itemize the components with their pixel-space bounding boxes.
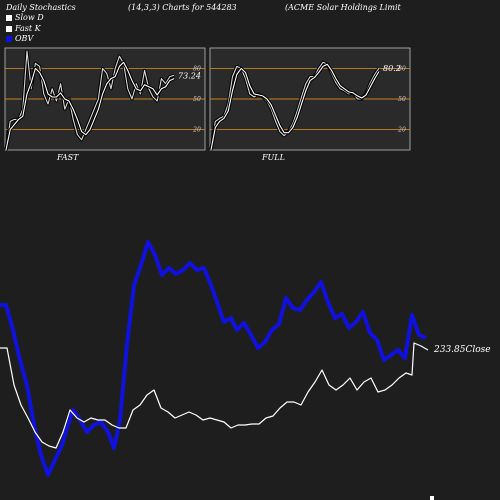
legend-swatch bbox=[6, 25, 12, 32]
y-tick-label: 50 bbox=[193, 96, 201, 103]
close-line bbox=[0, 342, 429, 449]
close-value-label: 233.85Close bbox=[433, 345, 491, 355]
legend-item-fast-k: Fast K bbox=[6, 24, 44, 35]
y-tick-label: 20 bbox=[397, 127, 406, 134]
y-tick-label: 80 bbox=[398, 65, 406, 72]
series-line-slow-d bbox=[5, 61, 175, 151]
legend-swatch bbox=[6, 36, 12, 43]
last-value-label: 80.2 bbox=[383, 64, 401, 73]
bottom-marker bbox=[430, 496, 434, 500]
last-value-label: 73.24 bbox=[178, 71, 201, 80]
chart-title: Daily Stochastics bbox=[6, 3, 76, 12]
legend-label: Slow D bbox=[15, 13, 44, 22]
chart-params: (14,3,3) Charts for 544283 bbox=[128, 3, 237, 12]
series-line-slow-d bbox=[210, 63, 380, 151]
legend-label: Fast K bbox=[15, 23, 41, 33]
y-tick-label: 20 bbox=[192, 127, 201, 134]
legend-item-obv: OBV bbox=[6, 34, 44, 45]
legend: Slow D Fast K OBV bbox=[6, 13, 44, 45]
panel-label-full: FULL bbox=[262, 153, 285, 162]
y-tick-label: 50 bbox=[398, 96, 406, 103]
legend-swatch bbox=[6, 15, 12, 22]
y-tick-label: 80 bbox=[193, 65, 201, 72]
legend-item-slow-d: Slow D bbox=[6, 13, 44, 24]
legend-label: OBV bbox=[15, 34, 34, 43]
obv-line bbox=[0, 240, 427, 477]
panel-label-fast: FAST bbox=[57, 153, 79, 162]
company-name: (ACME Solar Holdings Limit bbox=[285, 3, 401, 12]
